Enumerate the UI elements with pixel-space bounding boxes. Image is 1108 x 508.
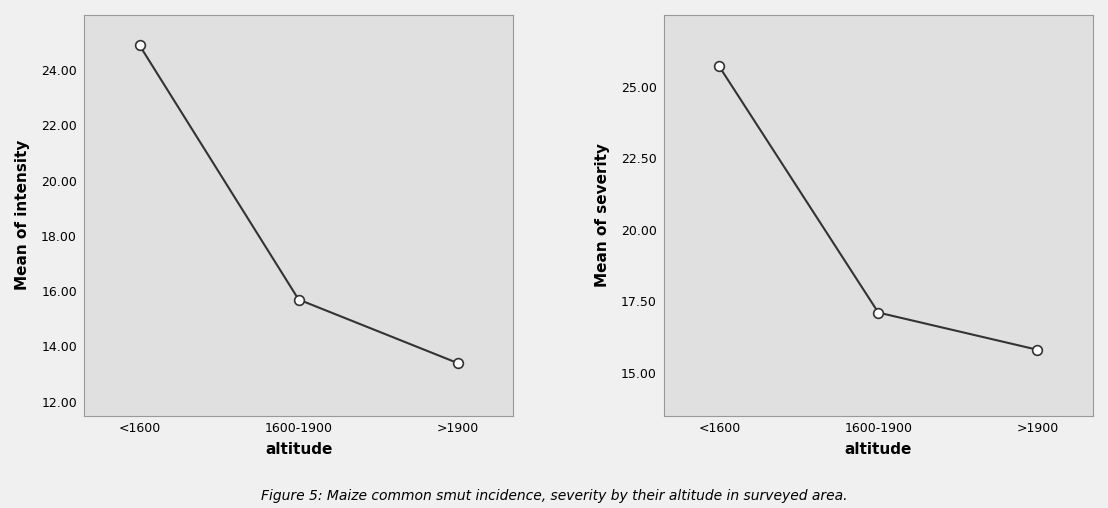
X-axis label: altitude: altitude bbox=[844, 442, 912, 457]
X-axis label: altitude: altitude bbox=[265, 442, 332, 457]
Text: Figure 5: Maize common smut incidence, severity by their altitude in surveyed ar: Figure 5: Maize common smut incidence, s… bbox=[260, 489, 848, 503]
Y-axis label: Mean of severity: Mean of severity bbox=[595, 143, 609, 288]
Y-axis label: Mean of intensity: Mean of intensity bbox=[16, 140, 30, 291]
